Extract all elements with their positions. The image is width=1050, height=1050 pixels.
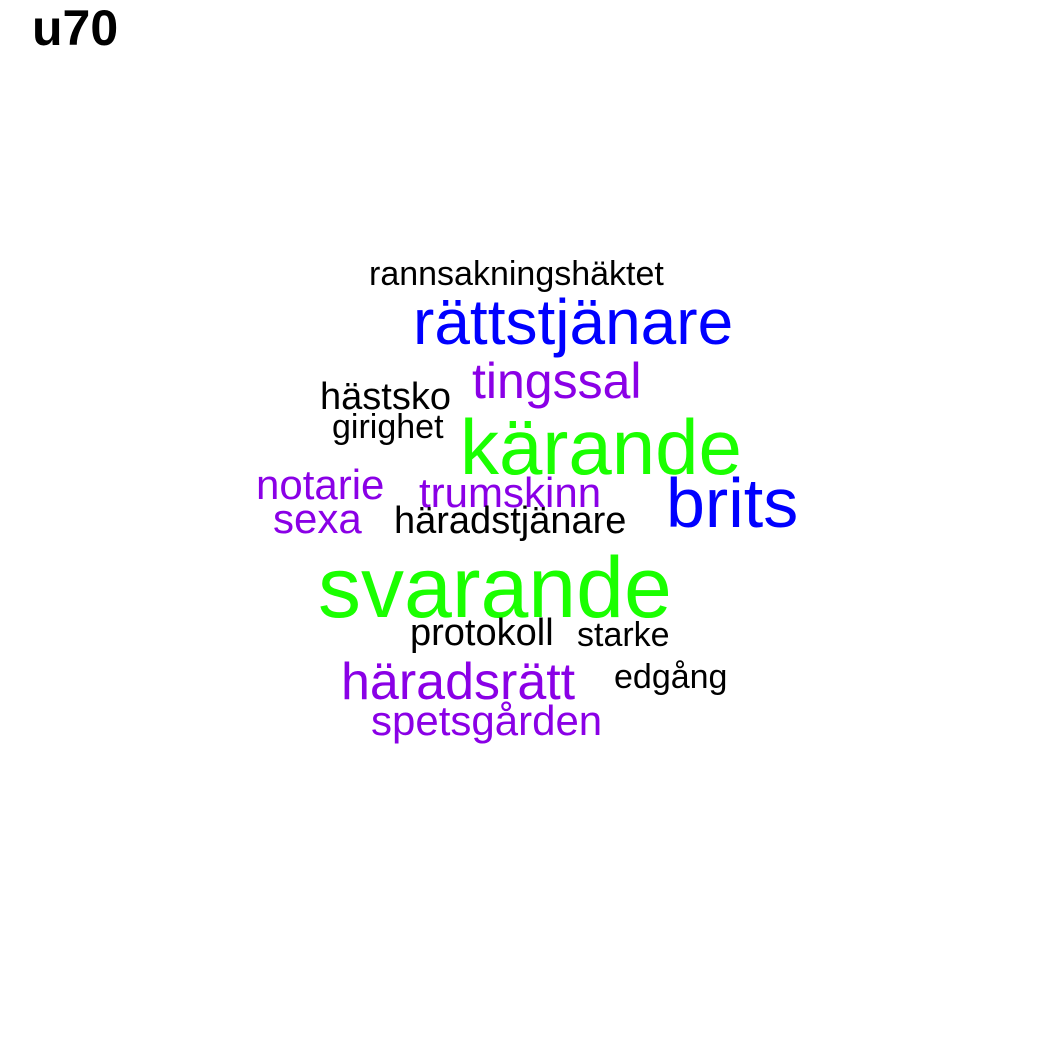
word-girighet: girighet — [332, 408, 444, 446]
word-protokoll: protokoll — [410, 612, 554, 654]
word-notarie: notarie — [256, 461, 385, 508]
word-haradstjanare: häradstjänare — [394, 500, 627, 542]
word-starke: starke — [577, 616, 670, 654]
word-spetsgarden: spetsgården — [371, 697, 603, 744]
word-karande: kärande — [460, 403, 742, 491]
word-sexa: sexa — [273, 495, 362, 542]
word-haradsratt: häradsrätt — [341, 653, 576, 711]
word-edgang: edgång — [614, 658, 728, 696]
word-svarande: svarande — [318, 540, 672, 636]
word-hastsko: hästsko — [320, 376, 451, 418]
chart-title: u70 — [32, 0, 119, 56]
word-rattstjanare: rättstjänare — [413, 286, 734, 358]
word-rannsakningshaktet: rannsakningshäktet — [369, 255, 664, 293]
word-trumskinn: trumskinn — [419, 469, 602, 516]
word-brits: brits — [666, 464, 799, 542]
word-tingssal: tingssal — [472, 353, 642, 409]
